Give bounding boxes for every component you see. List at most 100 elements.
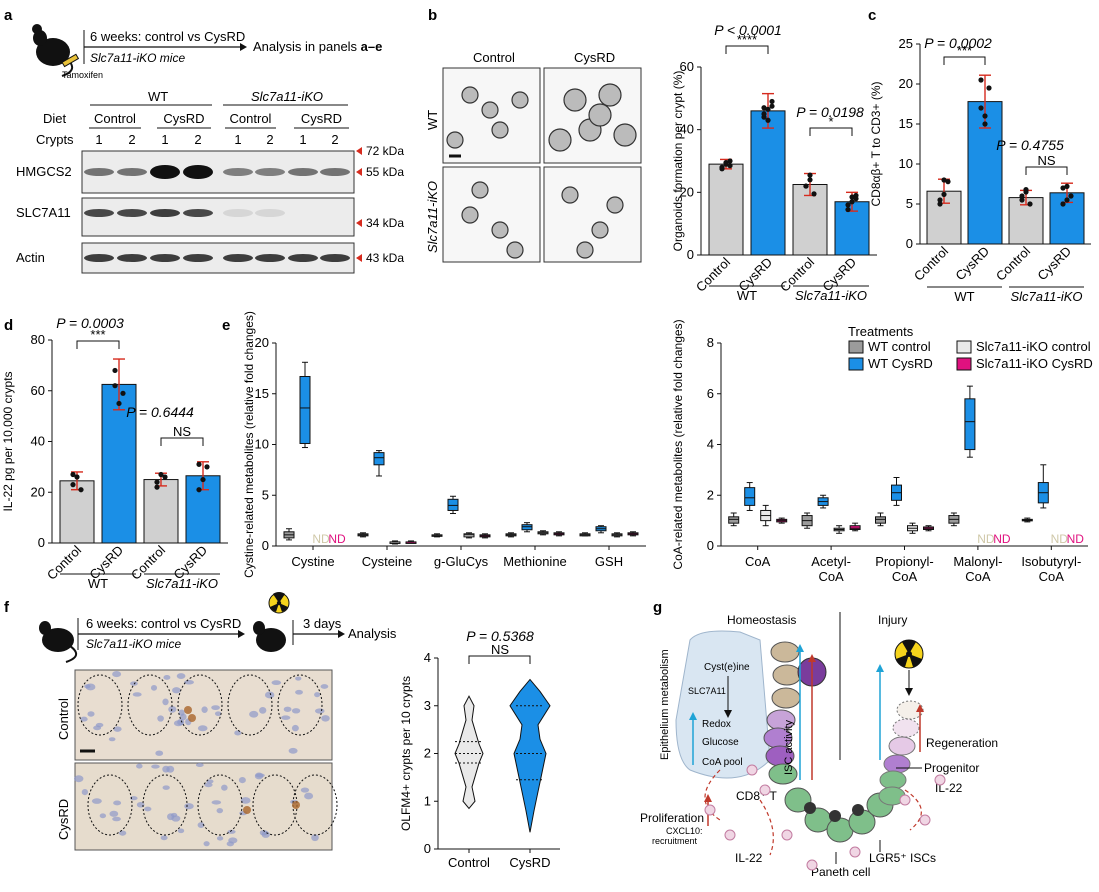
b-point-3-1 (849, 194, 855, 200)
nucleus-87 (167, 813, 175, 821)
marker-1: 55 kDa (366, 165, 404, 179)
cxcl-label: CXCL10: (666, 826, 703, 836)
nucleus-26 (112, 671, 122, 678)
c-point-1-2 (986, 85, 992, 91)
e-right-box-0-0 (728, 516, 740, 524)
organoid-1-1 (598, 83, 622, 107)
nucleus-79 (204, 782, 213, 788)
c-point-1-4 (982, 113, 988, 119)
d-point-0-2 (78, 487, 84, 493)
c-point-3-3 (1060, 185, 1066, 191)
d-point-1-0 (112, 367, 118, 374)
isc-label: ISC activity (783, 719, 795, 775)
b-pvalue-0: P < 0.0001 (714, 22, 782, 38)
nucleus-36 (234, 730, 242, 736)
e-left-ytick-label-4: 20 (255, 335, 269, 350)
f-pvalue: P = 0.5368 (466, 628, 534, 644)
nucleus-16 (283, 706, 292, 712)
col-control: Control (473, 50, 515, 65)
nucleus-81 (195, 763, 204, 768)
band-2-6 (288, 254, 318, 262)
nucleus-88 (109, 810, 119, 817)
d-point-3-3 (196, 461, 202, 467)
nucleus-11 (295, 689, 303, 695)
b-stars-1: * (828, 114, 833, 129)
b-point-0-4 (723, 159, 729, 166)
c-xlabel-2: Control (993, 243, 1033, 283)
legend-swatch-0 (848, 340, 864, 354)
e-left-box-3-1 (521, 524, 533, 531)
e-right-cat-2: Propionyl- (875, 554, 934, 569)
b-xlabel-0: Control (693, 254, 733, 294)
band-0-2 (150, 165, 180, 179)
marker-0: 72 kDa (366, 144, 404, 158)
d-point-3-2 (204, 464, 210, 470)
nucleus-18 (264, 691, 275, 699)
organoid-0-3 (511, 91, 529, 109)
f-timeline: 6 weeks: control vs CysRD (86, 616, 241, 631)
b-point-0-5 (727, 163, 733, 169)
b-point-1-4 (765, 117, 771, 123)
nucleus-39 (168, 706, 177, 713)
f-ytick-label-1: 1 (424, 793, 431, 808)
glucose-label: Glucose (702, 737, 739, 748)
f-stars: NS (491, 642, 509, 657)
c-point-2-3 (1019, 193, 1025, 199)
b-point-1-0 (761, 105, 767, 111)
e-right-cat-3: Malonyl- (953, 554, 1002, 569)
c-stars-0: *** (957, 43, 972, 58)
slc-label: SLC7A11 (688, 686, 726, 696)
b-bar-0 (708, 163, 744, 256)
nucleus-53 (300, 787, 310, 793)
t-cell-0 (704, 804, 716, 816)
marker-arrow-0 (356, 147, 362, 155)
d-bracket-0 (76, 340, 120, 349)
injury-label: Injury (878, 613, 907, 627)
cell-right-3 (883, 754, 911, 774)
marker-arrow-1 (356, 168, 362, 176)
e-left-cat-0: Cystine (291, 554, 334, 569)
mouse-icon-f (39, 621, 77, 663)
band-1-4 (223, 209, 253, 217)
timeline-text: 6 weeks: control vs CysRD (90, 29, 245, 44)
nucleus-4 (113, 726, 122, 732)
recruit-label: recruitment (652, 836, 698, 846)
crypt-1: 2 (128, 132, 135, 147)
e-right-ytick-label-3: 6 (707, 386, 714, 401)
c-ytick-label-2: 10 (899, 156, 913, 171)
mice-text: Slc7a11-iKO mice (90, 51, 185, 65)
nucleus-85 (261, 831, 270, 838)
d-point-2-2 (162, 474, 168, 480)
nucleus-42 (314, 708, 325, 714)
e-left-ytick-label-2: 10 (255, 437, 269, 452)
cell-left-0 (770, 641, 800, 663)
diet-3: CysRD (301, 111, 342, 126)
organoid-0-1 (491, 121, 509, 139)
cell-right-1 (892, 718, 920, 738)
olfm4-stain-3 (292, 801, 300, 809)
e-right-cat-1: Acetyl- (811, 554, 851, 569)
d-bracket-1 (160, 437, 204, 446)
nucleus-31 (163, 675, 171, 680)
b-point-3-4 (849, 199, 855, 205)
nucleus-84 (74, 775, 84, 783)
histology-cysrd (74, 762, 333, 851)
nucleus-20 (80, 716, 88, 722)
d-bar-2 (143, 479, 179, 544)
panel-g: g Homeostasis Injury Epithelium metaboli… (640, 599, 998, 879)
e-left-box-2-2 (463, 533, 475, 538)
c-bracket-0 (943, 56, 986, 65)
cell-right-2 (888, 736, 916, 756)
organoid-1-4 (548, 128, 572, 152)
b-pvalue-1: P = 0.0198 (796, 104, 864, 120)
b-point-1-5 (769, 103, 775, 109)
d-stars-1: NS (173, 424, 191, 439)
diet-2: Control (230, 111, 272, 126)
crypt-outline-0 (77, 674, 123, 736)
c-point-2-2 (1027, 201, 1033, 207)
crypt-outline-2 (177, 674, 223, 736)
redox-label: Redox (702, 719, 731, 730)
nucleus-33 (95, 722, 104, 728)
band-0-3 (183, 165, 213, 179)
d-stars-0: *** (90, 327, 105, 342)
